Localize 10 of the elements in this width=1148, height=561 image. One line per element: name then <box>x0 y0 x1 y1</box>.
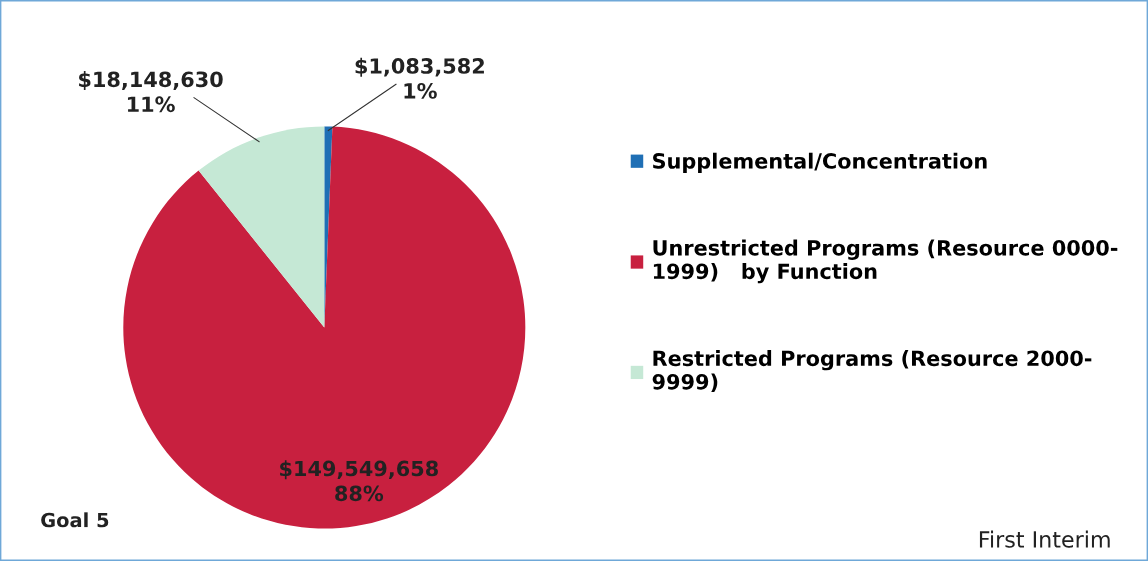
pie-slice <box>123 126 526 529</box>
text: First Interim <box>979 530 1110 548</box>
data-label: $149,549,658 88% <box>280 460 438 502</box>
legend-label: Unrestricted Programs (Resource 0000- 1999) by Function <box>653 239 1118 284</box>
pie-slice <box>198 126 325 328</box>
data-label: $18,148,630 11% <box>79 71 223 113</box>
text: Goal 5 <box>41 512 109 528</box>
legend-label: Restricted Programs (Resource 2000- 9999) <box>652 350 1092 393</box>
legend-label: Supplemental/Concentration <box>653 152 987 173</box>
data-label: $1,083,582 1% <box>355 57 484 99</box>
